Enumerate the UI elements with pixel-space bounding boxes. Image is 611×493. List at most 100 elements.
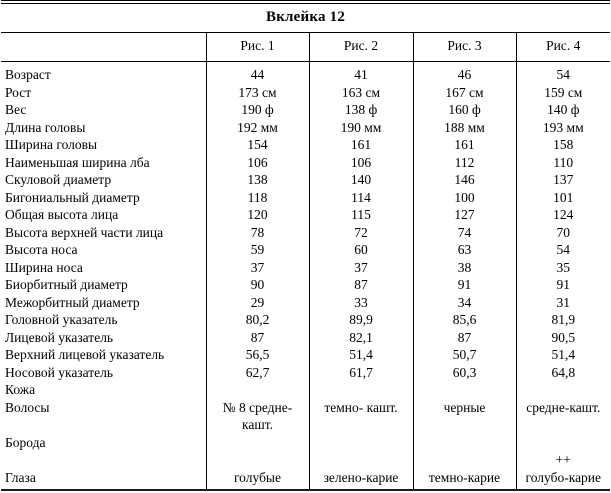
cell-value: 46 (412, 61, 516, 84)
cell-value: 63 (412, 241, 516, 259)
table-row: Высота верхней части лица 78 72 74 70 (1, 223, 611, 241)
cell-value: 54 (515, 241, 611, 259)
table-row: Общая высота лица 120 115 127 124 (1, 206, 611, 224)
cell-value: 59 (205, 241, 309, 259)
row-label: Высота носа (5, 242, 78, 257)
table-title: Вклейка 12 (1, 2, 611, 33)
cell-value: 114 (308, 188, 413, 206)
cell-value (308, 451, 413, 469)
cell-value: темно- кашт. (308, 398, 413, 434)
cell-value: 37 (308, 258, 413, 276)
row-label: Верхний лицевой указатель (5, 347, 165, 362)
table-row: Рост 173 см 163 см 167 см 159 см (1, 83, 611, 101)
table-row: Ширина головы 154 161 161 158 (1, 136, 611, 154)
cell-value: 90 (205, 276, 309, 294)
cell-value: 62,7 (205, 363, 309, 381)
cell-value: 146 (412, 171, 516, 189)
row-label: Рост (5, 84, 32, 100)
row-label: Носовой указатель (5, 364, 114, 380)
row-label: Бигониальный диаметр (5, 189, 140, 205)
cell-value: 31 (515, 293, 611, 311)
cell-value: 91 (412, 276, 516, 294)
row-label: Высота верхней части лица (5, 224, 164, 240)
cell-value: 127 (412, 206, 516, 224)
row-label (1, 451, 206, 469)
cell-value: 80,2 (205, 311, 309, 329)
table-row: Бигониальный диаметр 118 114 100 101 (1, 188, 611, 206)
cell-value: 37 (205, 258, 309, 276)
cell-value: 41 (308, 61, 413, 84)
cell-value (308, 381, 413, 399)
cell-value: 190 ф (205, 101, 309, 119)
table-row: Вес 190 ф 138 ф 160 ф 140 ф (1, 101, 611, 119)
cell-value: 56,5 (205, 346, 309, 364)
cell-value: 106 (308, 153, 413, 171)
cell-value: 60,3 (412, 363, 516, 381)
cell-value: 124 (515, 206, 611, 224)
cell-value: 159 см (515, 83, 611, 101)
row-label: Скуловой диаметр (5, 172, 112, 187)
row-label: Наименьшая ширина лба (5, 154, 150, 170)
cell-value: 161 (412, 136, 516, 154)
cell-value: 188 мм (412, 118, 516, 136)
table-row: Борода (1, 433, 611, 451)
cell-value: 89,9 (308, 311, 413, 329)
cell-value (308, 433, 413, 451)
table-row: Головной указатель 80,2 89,9 85,6 81,9 (1, 311, 611, 329)
row-label: Ширина носа (5, 259, 83, 275)
cell-value: 60 (308, 241, 413, 259)
cell-value: 115 (308, 206, 413, 224)
table-row: Ширина носа 37 37 38 35 (1, 258, 611, 276)
cell-value: 35 (515, 258, 611, 276)
cell-value: 137 (515, 171, 611, 189)
cell-value: ++ (515, 451, 611, 469)
table-row: Возраст 44 41 46 54 (1, 61, 611, 84)
cell-value: 138 ф (308, 101, 413, 119)
cell-value (205, 433, 309, 451)
cell-value: 87 (205, 328, 309, 346)
cell-value: 87 (412, 328, 516, 346)
cell-value: 101 (515, 188, 611, 206)
table-row: Глаза голубые зелено-карие темно-карие голуб… (1, 468, 611, 490)
cell-value: 192 мм (205, 118, 309, 136)
cell-value: средне-кашт. (515, 398, 611, 434)
cell-value: 90,5 (515, 328, 611, 346)
cell-value: 140 (308, 171, 413, 189)
row-label-column-header (1, 32, 206, 62)
table-row: Биорбитный диаметр 90 87 91 91 (1, 276, 611, 294)
row-label: Общая высота лица (5, 207, 119, 222)
cell-value: 33 (308, 293, 413, 311)
column-header-fig2: Рис. 2 (308, 32, 413, 62)
table-row: Волосы № 8 средне-кашт. темно- кашт. черные… (1, 398, 611, 434)
table-title-row: Вклейка 12 (1, 2, 611, 33)
cell-value: зелено-карие (308, 468, 413, 490)
row-label: Биорбитный диаметр (5, 277, 128, 292)
column-header-fig4: Рис. 4 (515, 32, 611, 62)
table-row: ++ (1, 451, 611, 469)
cell-value: 85,6 (412, 311, 516, 329)
cell-value: 34 (412, 293, 516, 311)
table-row: Верхний лицевой указатель 56,5 51,4 50,7 51,… (1, 346, 611, 364)
cell-value: 78 (205, 223, 309, 241)
cell-value: 138 (205, 171, 309, 189)
cell-value: № 8 средне-кашт. (205, 398, 309, 434)
row-label: Глаза (5, 469, 36, 485)
cell-value: 64,8 (515, 363, 611, 381)
cell-value: 51,4 (308, 346, 413, 364)
cell-value: 160 ф (412, 101, 516, 119)
row-label: Длина головы (5, 119, 86, 135)
cell-value (515, 433, 611, 451)
row-label: Ширина головы (5, 137, 98, 152)
cell-value: 120 (205, 206, 309, 224)
table-row: Межорбитный диаметр 29 33 34 31 (1, 293, 611, 311)
table-head: Вклейка 12 Рис. 1 Рис. 2 Рис. 3 Рис. 4 (1, 2, 611, 62)
cell-value (412, 381, 516, 399)
cell-value: 154 (205, 136, 309, 154)
cell-value (515, 381, 611, 399)
table-row: Кожа (1, 381, 611, 399)
table-row: Носовой указатель 62,7 61,7 60,3 64,8 (1, 363, 611, 381)
table-row: Лицевой указатель 87 82,1 87 90,5 (1, 328, 611, 346)
cell-value: 82,1 (308, 328, 413, 346)
cell-value: 158 (515, 136, 611, 154)
